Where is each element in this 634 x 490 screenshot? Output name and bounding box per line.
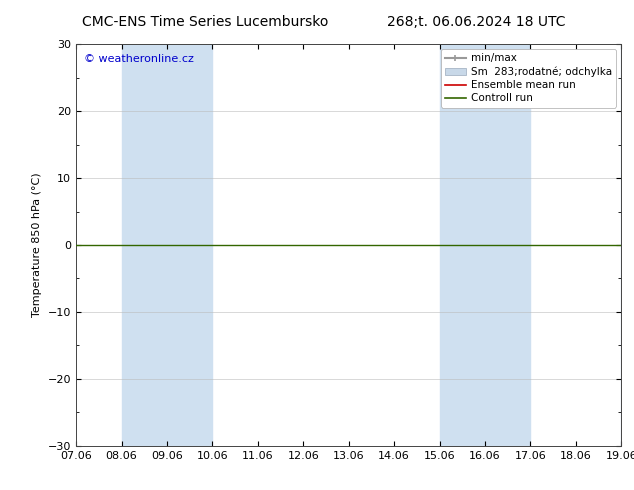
Bar — [439, 44, 485, 446]
Legend: min/max, Sm  283;rodatné; odchylka, Ensemble mean run, Controll run: min/max, Sm 283;rodatné; odchylka, Ensem… — [441, 49, 616, 107]
Bar — [122, 44, 167, 446]
Bar — [167, 44, 212, 446]
Text: CMC-ENS Time Series Lucembursko: CMC-ENS Time Series Lucembursko — [82, 15, 329, 29]
Text: 268;t. 06.06.2024 18 UTC: 268;t. 06.06.2024 18 UTC — [387, 15, 566, 29]
Bar — [485, 44, 531, 446]
Y-axis label: Temperature 850 hPa (°C): Temperature 850 hPa (°C) — [32, 172, 42, 318]
Text: © weatheronline.cz: © weatheronline.cz — [84, 54, 194, 64]
Bar — [621, 44, 634, 446]
